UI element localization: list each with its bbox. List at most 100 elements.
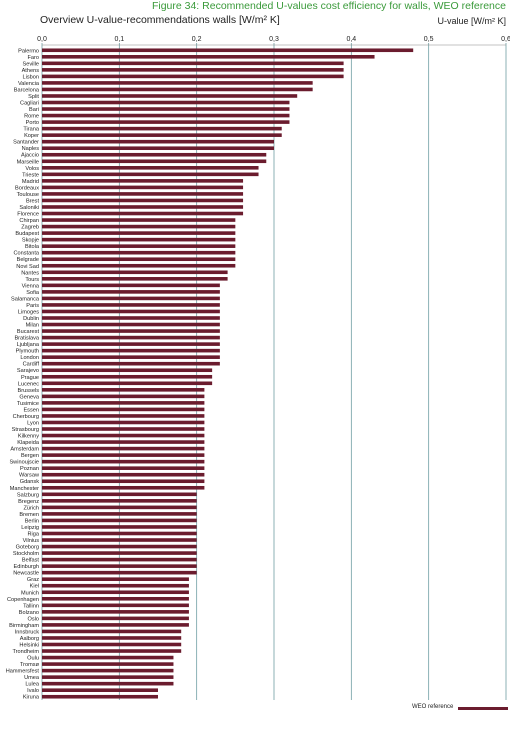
bar xyxy=(42,610,189,614)
bar xyxy=(42,172,259,177)
category-label: Essen xyxy=(23,407,39,413)
bar xyxy=(42,564,197,568)
legend-label: WEO reference xyxy=(412,704,454,710)
bar xyxy=(42,126,282,131)
category-label: Salzburg xyxy=(17,492,39,498)
category-label: Stockholm xyxy=(13,551,39,557)
bar xyxy=(42,159,267,164)
bar xyxy=(42,414,205,418)
bar xyxy=(42,459,205,464)
bar xyxy=(42,636,182,640)
category-label: Ivalo xyxy=(27,688,39,694)
bar xyxy=(42,453,205,457)
bar xyxy=(42,152,267,157)
legend-swatch xyxy=(458,707,508,710)
bar xyxy=(42,185,244,190)
bar xyxy=(42,237,236,242)
bar xyxy=(42,277,228,281)
bar xyxy=(42,544,197,549)
bar xyxy=(42,316,220,320)
category-label: Volos xyxy=(25,166,39,172)
category-label: Chirpan xyxy=(19,218,39,224)
chart-title: Overview U-value-recommendations walls [… xyxy=(40,14,280,26)
category-label: Salamanca xyxy=(11,296,40,302)
bar xyxy=(42,329,220,333)
category-label: Marseille xyxy=(17,159,39,165)
category-label: Valencia xyxy=(18,81,40,87)
bar xyxy=(42,87,313,92)
bar xyxy=(42,570,197,575)
bar xyxy=(42,179,244,183)
bar xyxy=(42,205,244,209)
category-label: Sarajevo xyxy=(17,368,39,374)
bar xyxy=(42,662,174,666)
bar xyxy=(42,107,290,111)
category-label: Barcelona xyxy=(14,87,40,93)
bar xyxy=(42,668,174,673)
category-label: Oulu xyxy=(27,656,39,662)
category-label: Belfast xyxy=(22,558,40,564)
bar xyxy=(42,603,189,608)
category-label: Kiruna xyxy=(23,695,40,701)
bar xyxy=(42,401,205,405)
category-label: Lyon xyxy=(27,420,39,426)
bar xyxy=(42,342,220,346)
category-label: Cherbourg xyxy=(13,414,39,420)
bar xyxy=(42,231,236,235)
category-label: Saloniki xyxy=(19,205,39,211)
bar xyxy=(42,427,205,431)
category-label: Hammersfest xyxy=(6,669,40,675)
bar xyxy=(42,381,213,386)
category-label: Innsbruck xyxy=(15,629,39,635)
category-label: Palermo xyxy=(18,48,39,54)
category-label: Copenhagen xyxy=(7,597,39,603)
bar xyxy=(42,290,220,294)
bar xyxy=(42,296,220,301)
category-label: Limoges xyxy=(18,309,39,315)
bar xyxy=(42,94,298,98)
category-label: Munich xyxy=(21,590,39,596)
category-label: Split xyxy=(28,94,39,100)
bar xyxy=(42,551,197,555)
bar xyxy=(42,244,236,248)
category-label: Toulouse xyxy=(17,192,39,198)
bar xyxy=(42,642,182,647)
bar xyxy=(42,388,205,392)
category-label: Tromsø xyxy=(20,662,40,668)
category-label: Klapeida xyxy=(17,440,40,446)
bar xyxy=(42,133,282,137)
bar xyxy=(42,518,197,523)
bar xyxy=(42,263,236,268)
bar xyxy=(42,100,290,105)
bar xyxy=(42,675,174,679)
bar xyxy=(42,54,375,59)
bar xyxy=(42,309,220,314)
bar xyxy=(42,361,220,366)
category-label: Plymouth xyxy=(16,349,39,355)
bar xyxy=(42,81,313,85)
category-label: Bucarest xyxy=(17,329,40,335)
bar xyxy=(42,590,189,595)
category-label: Koper xyxy=(24,133,39,139)
category-label: Ajaccio xyxy=(21,153,39,159)
category-label: Cagliari xyxy=(20,101,39,107)
bar xyxy=(42,466,205,470)
bar xyxy=(42,348,220,353)
category-label: Goteborg xyxy=(16,545,39,551)
bar xyxy=(42,407,205,412)
category-label: Swinoujscie xyxy=(9,460,39,466)
bar xyxy=(42,139,274,144)
category-label: Trondheim xyxy=(12,649,39,655)
category-label: Bremen xyxy=(19,512,39,518)
category-label: Santander xyxy=(13,140,39,146)
bar xyxy=(42,485,205,490)
category-label: Bergen xyxy=(21,453,39,459)
bar xyxy=(42,283,220,288)
category-label: Bitola xyxy=(25,244,40,250)
category-label: Birmingham xyxy=(9,623,39,629)
bar xyxy=(42,446,205,451)
bar xyxy=(42,68,344,72)
x-axis-label: U-value [W/m² K] xyxy=(437,16,506,26)
bar xyxy=(42,198,244,203)
